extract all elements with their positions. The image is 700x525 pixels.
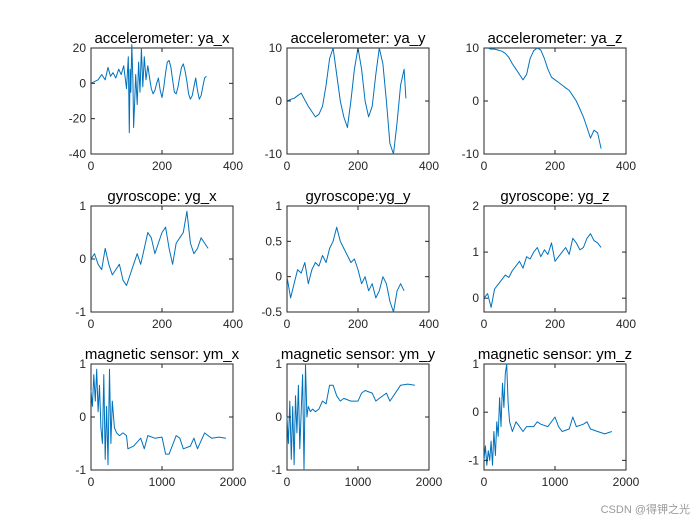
x-tick-label: 2000 (613, 475, 640, 489)
y-tick-label: -40 (69, 147, 87, 161)
y-tick-label: 10 (466, 41, 480, 55)
x-tick-label: 0 (88, 475, 95, 489)
x-tick-label: 0 (481, 475, 488, 489)
plot-area (286, 363, 430, 471)
x-tick-label: 400 (616, 159, 636, 173)
y-tick-label: 0 (472, 291, 479, 305)
y-tick-label: 1 (79, 357, 86, 371)
subplot-title: accelerometer: ya_z (487, 30, 622, 47)
subplot-6: 0 200 400 0 1 2 gyroscope: yg_z (472, 188, 636, 331)
x-tick-label: 400 (223, 317, 243, 331)
y-tick-label: -1 (468, 453, 479, 467)
x-tick-label: 2000 (416, 475, 443, 489)
x-tick-label: 0 (284, 317, 291, 331)
x-tick-label: 400 (419, 317, 439, 331)
y-tick-label: 0 (275, 270, 282, 284)
y-tick-label: 0 (472, 405, 479, 419)
y-tick-label: 0 (275, 410, 282, 424)
y-tick-label: 1 (79, 199, 86, 213)
y-tick-label: 0 (472, 94, 479, 108)
x-tick-label: 200 (152, 159, 172, 173)
watermark: CSDN @得钾之光 (600, 504, 690, 516)
y-tick-label: 1 (275, 199, 282, 213)
x-tick-label: 0 (88, 317, 95, 331)
series-line (90, 368, 226, 466)
y-tick-label: 0 (79, 410, 86, 424)
subplot-1: 0 200 400 -40 -20 0 20 accelerometer: ya_x (69, 30, 244, 173)
y-tick-label: -10 (462, 147, 480, 161)
x-tick-label: 2000 (220, 475, 247, 489)
x-tick-label: 400 (616, 317, 636, 331)
subplot-title: gyroscope: yg_x (107, 188, 217, 205)
subplot-title: magnetic sensor: ym_y (281, 346, 436, 363)
x-tick-label: 0 (284, 475, 291, 489)
y-tick-label: 1 (472, 245, 479, 259)
y-tick-label: -1 (75, 463, 86, 477)
series-line (483, 363, 612, 466)
y-tick-label: -1 (271, 463, 282, 477)
x-tick-label: 400 (419, 159, 439, 173)
plot-area (286, 205, 430, 313)
subplot-title: accelerometer: ya_x (94, 30, 230, 47)
x-tick-label: 200 (152, 317, 172, 331)
y-tick-label: 10 (269, 41, 283, 55)
x-tick-label: 0 (481, 159, 488, 173)
series-line (483, 233, 602, 308)
x-tick-label: 1000 (542, 475, 569, 489)
x-tick-label: 1000 (149, 475, 176, 489)
y-tick-label: 2 (472, 199, 479, 213)
x-tick-label: 200 (545, 159, 565, 173)
y-tick-label: -10 (265, 147, 283, 161)
y-tick-label: 0 (79, 252, 86, 266)
plot-area (286, 47, 430, 155)
subplot-title: accelerometer: ya_y (290, 30, 426, 47)
y-tick-label: 0 (275, 94, 282, 108)
x-tick-label: 1000 (345, 475, 372, 489)
plot-area (90, 205, 234, 313)
plot-area (90, 47, 234, 155)
plot-area (90, 363, 234, 471)
y-tick-label: 1 (472, 357, 479, 371)
y-tick-label: -20 (69, 112, 87, 126)
x-tick-label: 0 (481, 317, 488, 331)
x-tick-label: 200 (348, 159, 368, 173)
y-tick-label: -1 (75, 305, 86, 319)
subplot-title: gyroscope: yg_z (500, 188, 609, 205)
y-tick-label: 20 (73, 41, 87, 55)
plot-area (483, 47, 627, 155)
series-line (90, 44, 207, 134)
y-tick-label: 1 (275, 357, 282, 371)
y-tick-label: 0.5 (265, 234, 282, 248)
x-tick-label: 0 (88, 159, 95, 173)
x-tick-label: 0 (284, 159, 291, 173)
y-tick-label: 0 (79, 76, 86, 90)
series-line (286, 47, 407, 155)
x-tick-label: 200 (545, 317, 565, 331)
y-tick-label: -0.5 (261, 305, 282, 319)
x-tick-label: 400 (223, 159, 243, 173)
series-line (484, 47, 602, 149)
subplot-title: magnetic sensor: ym_x (85, 346, 240, 363)
series-line (90, 210, 209, 286)
series-line (286, 226, 405, 313)
subplot-title: gyroscope:yg_y (305, 188, 411, 205)
series-line (286, 363, 415, 471)
x-tick-label: 200 (348, 317, 368, 331)
subplot-title: magnetic sensor: ym_z (478, 346, 632, 363)
